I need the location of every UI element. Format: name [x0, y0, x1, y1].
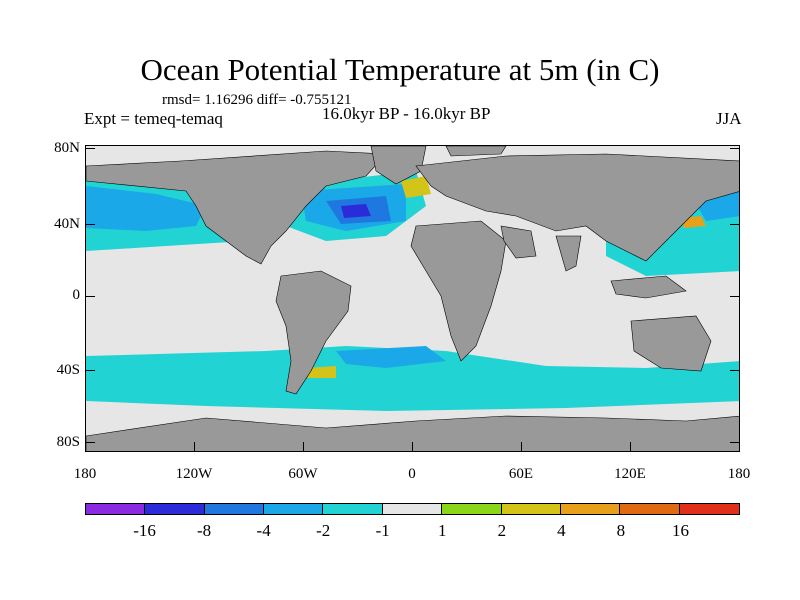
lon-label-60w: 60W	[288, 466, 318, 482]
lat-label-80s: 80S	[56, 434, 80, 450]
colorbar-box	[204, 504, 265, 514]
land-masses	[86, 146, 739, 451]
colorbar-box	[560, 504, 621, 514]
map-panel	[85, 145, 740, 452]
colorbar-box	[264, 504, 324, 514]
colorbar-box	[501, 504, 561, 514]
lon-tick	[630, 442, 631, 452]
lon-tick	[412, 442, 413, 452]
chart-title: Ocean Potential Temperature at 5m (in C)	[140, 52, 660, 87]
lat-tick-right	[730, 148, 740, 149]
land-africa	[410, 220, 507, 362]
land-arctic-islands	[445, 146, 507, 157]
colorbar-box	[145, 504, 205, 514]
colorbar-label: -1	[375, 521, 390, 540]
lon-tick	[521, 442, 522, 452]
lon-label-60e: 60E	[508, 466, 534, 482]
land-india	[555, 235, 582, 272]
land-south-america	[275, 270, 352, 395]
lon-tick	[303, 442, 304, 452]
lon-label-120e: 120E	[614, 466, 646, 482]
colorbar-label: 2	[497, 521, 507, 540]
lat-tick	[85, 296, 95, 297]
colorbar-box	[323, 504, 383, 514]
lat-tick-right	[730, 296, 740, 297]
lat-tick	[85, 224, 95, 225]
colorbar-box	[382, 504, 443, 514]
lon-tick	[194, 442, 195, 452]
colorbar-label: 8	[616, 521, 626, 540]
lon-label-180e: 180	[727, 466, 751, 482]
lat-label-0: 0	[72, 287, 81, 303]
anomaly-southern-cyan	[86, 346, 739, 411]
land-north-america	[86, 150, 387, 265]
lat-tick	[85, 370, 95, 371]
period-label: 16.0kyr BP - 16.0kyr BP	[322, 104, 491, 123]
anomaly-npacific-blue	[86, 186, 206, 231]
colorbar-label: 1	[438, 521, 447, 540]
colorbar-label: 16	[671, 521, 689, 540]
colorbar-label: -16	[133, 521, 156, 540]
land-eurasia	[415, 153, 739, 262]
lat-label-40n: 40N	[54, 216, 80, 232]
land-greenland	[370, 146, 427, 185]
world-map	[86, 146, 739, 451]
stats-text: rmsd= 1.16296 diff= -0.755121	[162, 92, 352, 108]
lat-tick-right	[730, 442, 740, 443]
anomaly-nordic-yellow	[401, 176, 431, 198]
colorbar-box	[620, 504, 680, 514]
lon-label-120w: 120W	[175, 466, 213, 482]
lat-tick	[85, 148, 95, 149]
land-arabia	[500, 225, 537, 259]
anomaly-southern-yellow	[306, 366, 336, 378]
colorbar-box	[679, 504, 739, 514]
lat-tick-right	[730, 224, 740, 225]
experiment-label: Expt = temeq-temaq	[84, 109, 223, 128]
land-australia	[630, 315, 712, 372]
colorbar-box	[442, 504, 502, 514]
lon-label-0: 0	[408, 466, 416, 482]
lat-tick	[85, 442, 95, 443]
lat-tick-right	[730, 370, 740, 371]
colorbar-label: 4	[557, 521, 566, 540]
colorbar-label: -2	[316, 521, 331, 540]
colorbar	[85, 503, 740, 515]
anomaly-natlantic-darkblue	[341, 204, 371, 218]
anomaly-southern-lightblue	[336, 346, 446, 368]
colorbar-box	[86, 504, 146, 514]
lon-label-180w: 180	[73, 466, 97, 482]
lat-label-80n: 80N	[54, 140, 80, 156]
land-indonesia	[610, 275, 687, 299]
lat-label-40s: 40S	[56, 362, 80, 378]
season-label: JJA	[716, 109, 742, 128]
colorbar-label: -8	[196, 521, 212, 540]
land-antarctica	[86, 415, 739, 451]
colorbar-label: -4	[256, 521, 271, 540]
